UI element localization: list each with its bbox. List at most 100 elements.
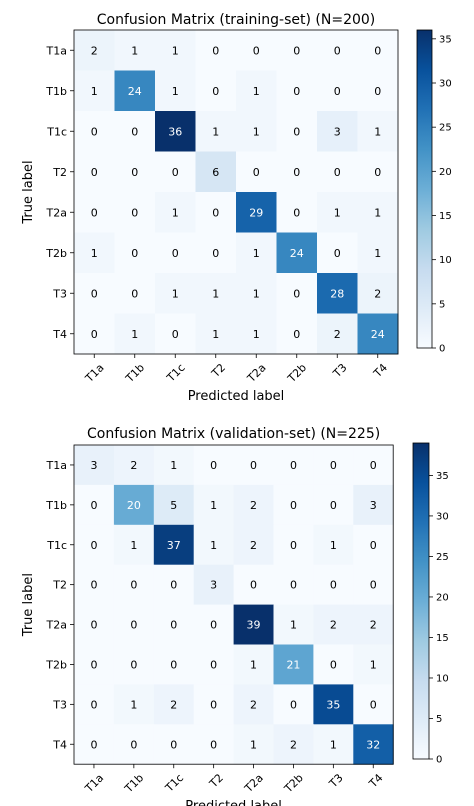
cell-value-label: 0 [170,579,177,592]
heatmap-cell [74,644,115,685]
heatmap-cell [155,273,196,314]
heatmap-cell [155,313,196,355]
heatmap-cell [317,70,358,112]
x-tick-label: T2 [206,771,226,791]
cell-value-label: 2 [250,539,257,552]
cell-value-label: 0 [293,85,300,98]
colorbar-tick-label: 0 [436,755,442,766]
heatmap-cell [195,70,237,112]
heatmap-cell [74,484,115,526]
heatmap-cell [233,564,274,606]
cell-value-label: 2 [170,698,177,711]
x-tick-label: T2a [244,361,268,385]
heatmap-cell [195,151,237,193]
cell-value-label: 0 [90,698,97,711]
heatmap-cell [236,111,277,152]
heatmap-cell [153,524,195,566]
colorbar-tick-label: 30 [439,79,452,90]
cell-value-label: 0 [334,247,341,260]
heatmap-cell [74,524,115,566]
cell-value-label: 1 [130,539,137,552]
heatmap-cell [113,604,155,645]
colorbar-tick-label: 35 [436,471,449,482]
cell-value-label: 1 [253,247,260,260]
x-tick-label: T3 [326,771,346,791]
cell-value-label: 1 [170,459,177,472]
heatmap-cell [317,273,358,314]
cell-value-label: 0 [293,287,300,300]
y-tick-label: T1a [46,459,67,472]
cell-value-label: 0 [293,206,300,219]
cell-value-label: 0 [90,658,97,671]
chart-title: Confusion Matrix (training-set) (N=200) [97,12,376,28]
y-tick-label: T2a [46,206,67,219]
y-tick-label: T2b [45,247,67,260]
heatmap-cell [317,232,358,274]
cell-value-label: 0 [334,166,341,179]
cell-value-label: 1 [290,619,297,632]
heatmap-cell [273,445,314,486]
y-tick-label: T1c [46,125,67,138]
validation-confusion-matrix: Confusion Matrix (validation-set) (N=225… [21,426,449,806]
heatmap-cell [317,151,358,193]
colorbar-tick-label: 15 [439,211,452,222]
cell-value-label: 0 [90,619,97,632]
colorbar-tick-label: 10 [436,673,449,684]
heatmap-cell [153,724,195,765]
y-axis-label: True label [21,573,36,637]
heatmap-cell [113,644,155,685]
cell-value-label: 0 [293,44,300,57]
cell-value-label: 2 [91,44,98,57]
cell-value-label: 1 [374,206,381,219]
y-tick-label: T2b [45,658,67,671]
heatmap-cell [155,30,196,71]
heatmap-cell [114,273,156,314]
cell-value-label: 0 [131,166,138,179]
heatmap-cell [233,445,274,486]
heatmap-cell [193,445,235,486]
cell-value-label: 39 [247,619,261,632]
heatmap-cell [357,30,399,71]
heatmap-cell [357,151,399,193]
chart-title: Confusion Matrix (validation-set) (N=225… [87,426,380,442]
heatmap-cell [193,524,235,566]
y-tick-label: T3 [52,698,67,711]
cell-value-label: 0 [91,328,98,341]
cell-value-label: 0 [131,287,138,300]
heatmap-cell [113,445,155,486]
colorbar-tick-label: 15 [436,633,449,644]
cell-value-label: 0 [370,698,377,711]
heatmap-cell [353,524,394,566]
cell-value-label: 0 [131,206,138,219]
heatmap-cell [113,524,155,566]
heatmap-cell [155,192,196,233]
heatmap-cell [74,724,115,765]
heatmap-cell [114,313,156,355]
heatmap-cell [236,151,277,193]
heatmap-cell [233,684,274,725]
heatmap-cell [317,192,358,233]
x-tick-label: T2b [285,361,310,386]
cell-value-label: 0 [90,579,97,592]
heatmap-cell [273,564,314,606]
cell-value-label: 0 [374,44,381,57]
heatmap-cell [113,724,155,765]
heatmap-cell [357,192,399,233]
heatmap-cell [353,604,394,645]
cell-value-label: 3 [210,579,217,592]
heatmap-cell [74,111,115,152]
x-tick-label: T1c [162,771,186,795]
heatmap-cell [353,644,394,685]
cell-value-label: 1 [172,85,179,98]
cell-value-label: 0 [290,698,297,711]
cell-value-label: 2 [330,619,337,632]
cell-value-label: 1 [370,658,377,671]
heatmap-cell [233,604,274,645]
cell-value-label: 0 [293,125,300,138]
cell-value-label: 3 [370,499,377,512]
colorbar-tick-label: 35 [439,34,452,45]
heatmap-cell [114,232,156,274]
heatmap-cell [113,684,155,725]
heatmap-cell [357,313,399,355]
